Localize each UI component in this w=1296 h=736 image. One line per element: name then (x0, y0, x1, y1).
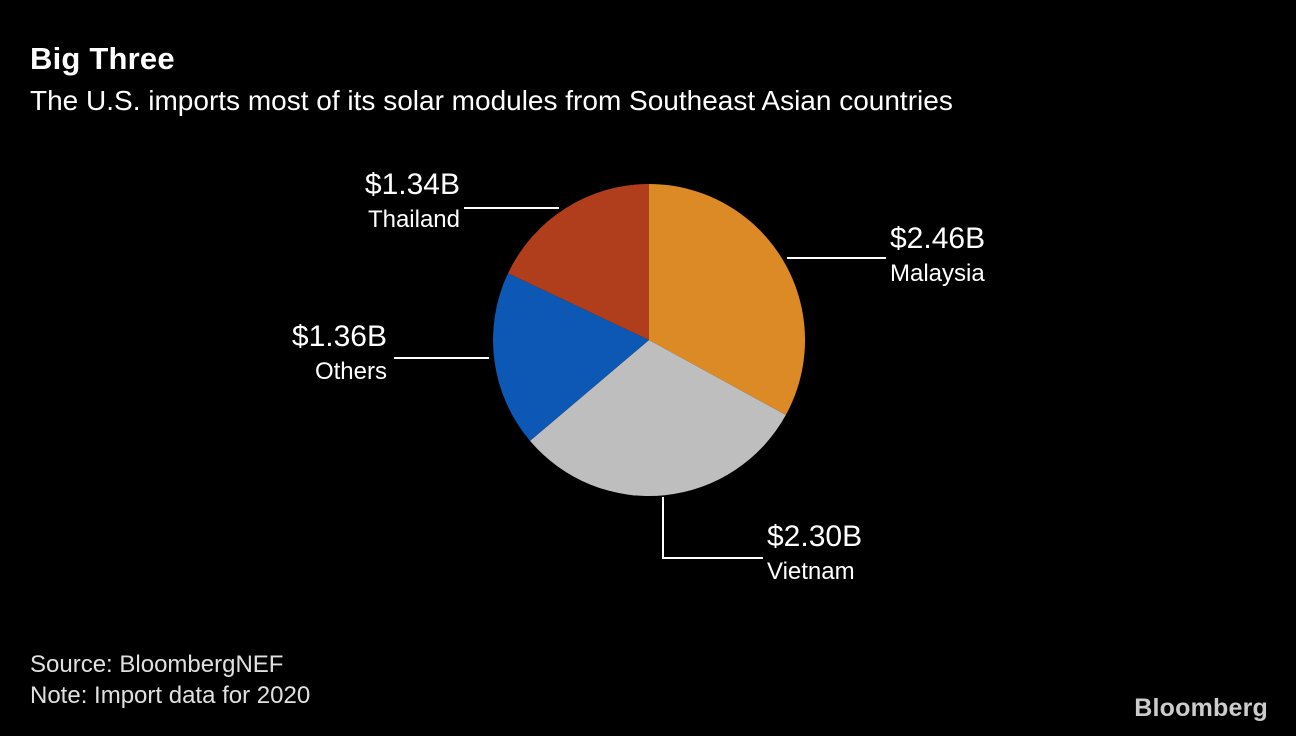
pie-slice-malaysia (649, 184, 806, 415)
pie-slice-thailand (508, 184, 649, 340)
callout-others: $1.36B Others (292, 316, 387, 386)
callout-vietnam-value: $2.30B (767, 520, 863, 553)
leader-lines (394, 207, 886, 559)
callout-vietnam-label: Vietnam (767, 558, 855, 585)
callout-malaysia: $2.46B Malaysia (890, 218, 985, 288)
pie-slices (492, 184, 806, 497)
callout-thailand: $1.34B Thailand (365, 164, 460, 234)
chart-title: Big Three (30, 41, 175, 76)
callout-malaysia-label: Malaysia (890, 260, 985, 287)
callout-vietnam: $2.30B Vietnam (767, 516, 862, 586)
callout-thailand-label: Thailand (367, 206, 460, 233)
callout-malaysia-value: $2.46B (890, 222, 986, 255)
chart-footer: Source: BloombergNEF Note: Import data f… (30, 649, 310, 711)
chart-header: Big Three The U.S. imports most of its s… (30, 40, 1266, 118)
leader-line-vietnam (662, 497, 763, 559)
note-line: Note: Import data for 2020 (30, 682, 311, 709)
source-line: Source: BloombergNEF (30, 651, 284, 678)
callout-thailand-value: $1.34B (364, 168, 460, 201)
callout-others-value: $1.36B (291, 320, 387, 353)
callout-others-label: Others (314, 358, 387, 385)
pie-slice-others (492, 273, 649, 441)
chart-subtitle: The U.S. imports most of its solar modul… (30, 85, 953, 116)
bloomberg-logo: Bloomberg (1134, 694, 1268, 722)
pie-slice-vietnam (530, 340, 786, 497)
